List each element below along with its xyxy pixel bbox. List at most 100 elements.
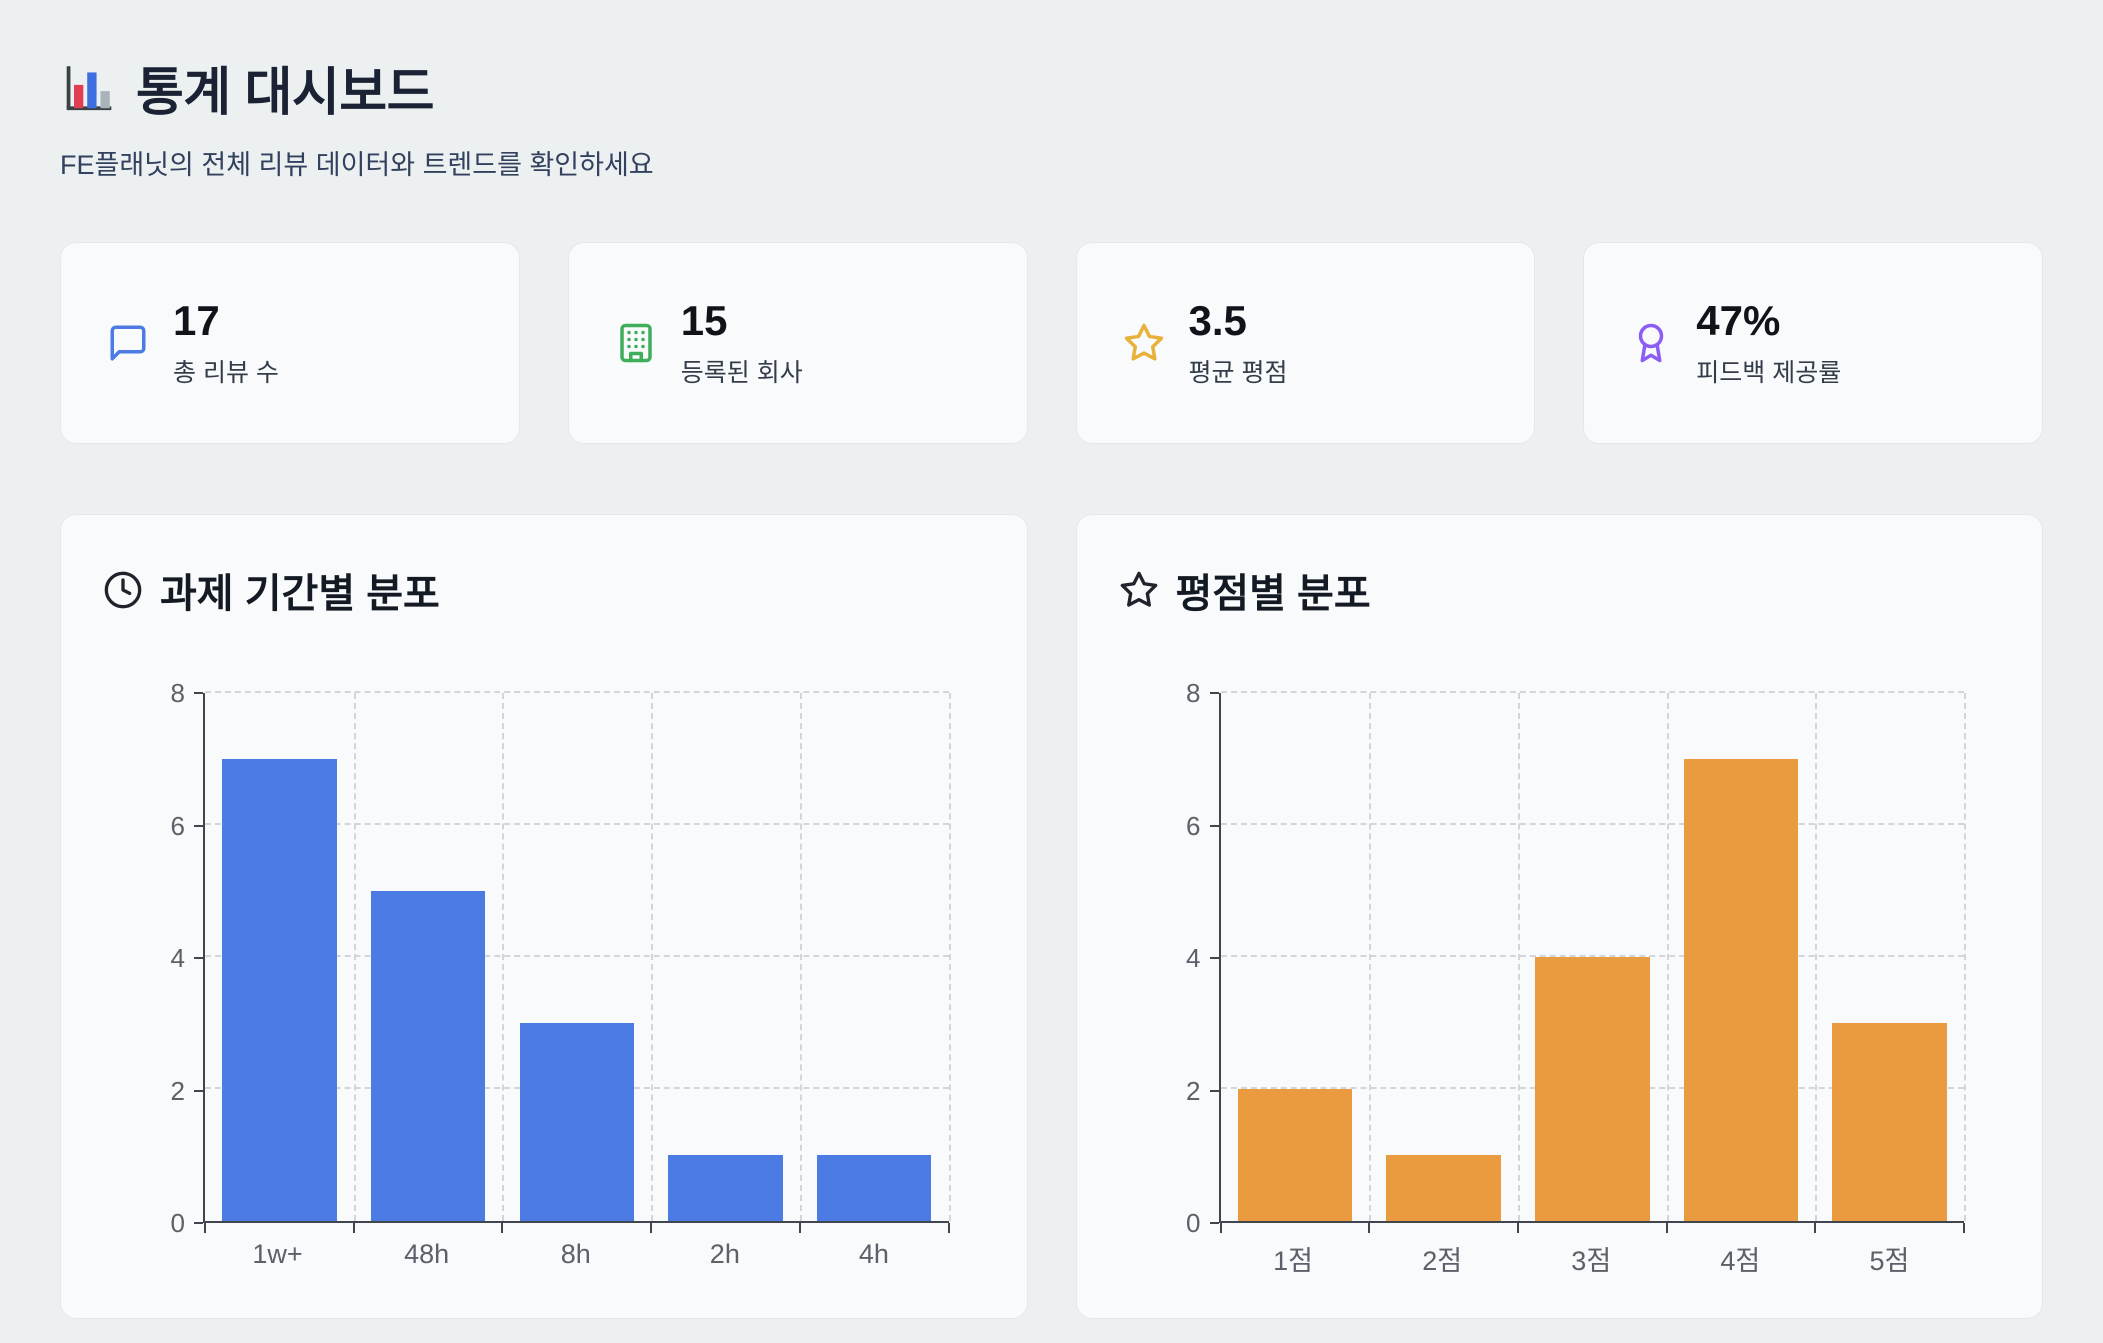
bar-column	[502, 693, 651, 1221]
page-title: 통계 대시보드	[136, 64, 435, 122]
stat-value-average-rating: 3.5	[1188, 297, 1247, 345]
x-tick-mark	[1368, 1223, 1371, 1233]
x-tick-mark	[1219, 1223, 1222, 1233]
bar-column	[205, 693, 354, 1221]
bar-2h	[668, 1155, 783, 1221]
x-tick-label: 8h	[560, 1239, 591, 1269]
chart-header: 과제 기간별 분포	[103, 561, 985, 619]
bar-column	[1667, 693, 1816, 1221]
x-tick-label: 2h	[709, 1239, 740, 1269]
y-tick-mark	[194, 692, 203, 694]
chart-grid: 0 2 4 6 8 1점 2점 3점 4점 5점	[1155, 680, 1966, 1278]
bar-column	[1518, 693, 1667, 1221]
bar-column	[354, 693, 503, 1221]
rating-bar-chart: 0 2 4 6 8 1점 2점 3점 4점 5점	[1119, 680, 2001, 1278]
stat-label-registered-companies: 등록된 회사	[680, 358, 803, 387]
stat-text: 15 등록된 회사	[681, 297, 803, 388]
building-icon	[615, 322, 657, 364]
stat-label-average-rating: 평균 평점	[1188, 358, 1288, 387]
stat-value-total-reviews: 17	[173, 297, 220, 345]
page-header: 통계 대시보드	[60, 50, 2043, 125]
bar-column	[1221, 693, 1370, 1221]
x-tick-mark	[352, 1223, 355, 1233]
chart-plot	[203, 691, 951, 1233]
vertical-gridline	[1815, 693, 1818, 1221]
y-tick-label: 8	[1186, 678, 1201, 708]
stat-card-feedback-rate: 47% 피드백 제공률	[1583, 242, 2043, 444]
vertical-gridline	[948, 693, 951, 1221]
bar-1점	[1237, 1089, 1353, 1221]
chart-x-axis: 1w+ 48h 8h 2h 4h	[203, 1223, 949, 1270]
x-tick-label: 4h	[858, 1239, 889, 1269]
stats-row: 17 총 리뷰 수 15 등록된 회사	[60, 242, 2043, 444]
x-tick-mark	[1814, 1223, 1817, 1233]
y-tick-mark	[1209, 957, 1219, 959]
bar-column	[651, 693, 800, 1221]
stat-label-total-reviews: 총 리뷰 수	[173, 358, 279, 387]
star-icon	[1123, 322, 1165, 364]
y-tick-label: 6	[1186, 810, 1201, 841]
horizontal-gridline	[1220, 691, 1964, 693]
award-ribbon-icon	[1630, 322, 1672, 364]
y-tick-mark	[194, 957, 203, 959]
chart-x-axis: 1점 2점 3점 4점 5점	[1219, 1223, 1965, 1278]
vertical-gridline	[353, 693, 356, 1221]
duration-bar-chart: 0 2 4 6 8 1w+ 48h 8h 2h 4h	[103, 680, 985, 1270]
x-tick-label: 3점	[1571, 1246, 1612, 1276]
vertical-gridline	[1964, 693, 1966, 1221]
chart-plot	[1218, 691, 1966, 1233]
x-tick-mark	[501, 1223, 504, 1233]
chart-grid: 0 2 4 6 8 1w+ 48h 8h 2h 4h	[139, 680, 951, 1270]
stat-value-registered-companies: 15	[680, 297, 728, 345]
chart-y-axis: 0 2 4 6 8	[1155, 680, 1219, 1236]
bar-4점	[1683, 759, 1799, 1221]
chart-card-rating-distribution: 평점별 분포 0 2 4 6 8 1점 2점 3점 4점 5점	[1075, 514, 2043, 1319]
speech-bubble-icon	[107, 322, 149, 364]
chart-card-duration-distribution: 과제 기간별 분포 0 2 4 6 8 1w+ 48h 8h 2h 4h	[60, 514, 1028, 1319]
y-tick-mark	[1209, 1089, 1219, 1092]
y-tick-label: 4	[1186, 943, 1201, 973]
x-tick-mark	[1963, 1223, 1965, 1233]
x-tick-label: 1w+	[252, 1239, 303, 1269]
y-tick-mark	[1209, 824, 1219, 827]
vertical-gridline	[1369, 693, 1372, 1221]
y-tick-label: 6	[170, 810, 185, 841]
y-tick-label: 2	[170, 1075, 185, 1106]
x-tick-mark	[204, 1223, 206, 1233]
y-tick-label: 8	[170, 678, 185, 708]
y-tick-mark	[1209, 692, 1219, 694]
bar-column	[1815, 693, 1964, 1221]
chart-title-rating: 평점별 분포	[1175, 572, 1371, 616]
vertical-gridline	[651, 693, 654, 1221]
stat-text: 17 총 리뷰 수	[173, 297, 279, 388]
y-tick-label: 2	[1186, 1075, 1201, 1106]
y-tick-mark	[194, 1222, 203, 1224]
stat-text: 3.5 평균 평점	[1189, 297, 1288, 388]
y-tick-mark	[194, 1089, 203, 1092]
bar-2점	[1386, 1155, 1501, 1221]
vertical-gridline	[1517, 693, 1520, 1221]
stat-card-registered-companies: 15 등록된 회사	[567, 242, 1028, 444]
stat-label-feedback-rate: 피드백 제공률	[1696, 358, 1842, 387]
chart-header: 평점별 분포	[1119, 561, 2001, 619]
vertical-gridline	[502, 693, 505, 1221]
star-outline-icon	[1119, 570, 1159, 610]
vertical-gridline	[1666, 693, 1669, 1221]
y-tick-mark	[1209, 1222, 1219, 1224]
y-tick-label: 0	[1186, 1208, 1201, 1238]
x-tick-mark	[798, 1223, 801, 1233]
bars-group	[1221, 693, 1965, 1221]
horizontal-gridline	[205, 691, 949, 693]
stat-text: 47% 피드백 제공률	[1696, 297, 1841, 388]
horizontal-gridline	[1220, 823, 1964, 825]
y-tick-label: 0	[170, 1208, 185, 1238]
x-tick-label: 2점	[1422, 1246, 1463, 1276]
chart-y-axis: 0 2 4 6 8	[139, 680, 203, 1236]
bar-column	[1369, 693, 1518, 1221]
horizontal-gridline	[205, 823, 949, 825]
horizontal-gridline	[205, 955, 949, 957]
page-subtitle: FE플래닛의 전체 리뷰 데이터와 트렌드를 확인하세요	[60, 150, 654, 180]
bar-chart-emoji-icon	[60, 60, 116, 116]
bar-48h	[370, 891, 486, 1221]
